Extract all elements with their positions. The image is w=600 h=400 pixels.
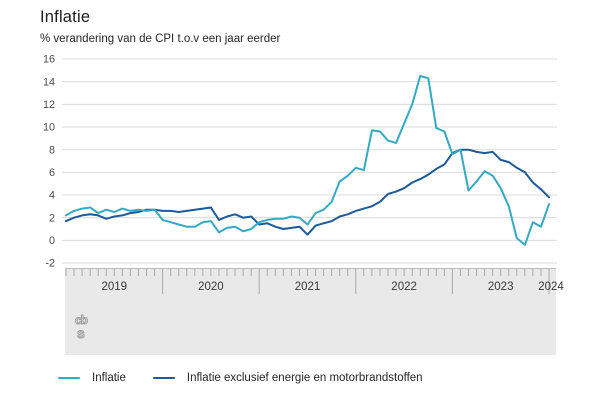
y-axis-label: 2 xyxy=(49,212,55,224)
y-axis-label: 12 xyxy=(43,99,55,111)
legend-item-core-inflation[interactable]: Inflatie exclusief energie en motorbrand… xyxy=(152,372,423,384)
series-line-inflatie xyxy=(65,75,550,246)
y-axis-label: -2 xyxy=(45,258,55,270)
chart-legend: Inflatie Inflatie exclusief energie en m… xyxy=(58,372,423,384)
x-axis-year-label: 2020 xyxy=(198,281,224,293)
series-line-core-inflation xyxy=(65,148,550,236)
cbs-logo: cb s xyxy=(75,313,90,342)
legend-swatch-core-inflation xyxy=(152,376,175,380)
time-range-slider[interactable] xyxy=(65,268,556,296)
page-subtitle: % verandering van de CPI t.o.v een jaar … xyxy=(40,33,281,45)
y-axis-label: 6 xyxy=(49,167,55,179)
y-axis-label: 10 xyxy=(43,122,55,134)
page-title: Inflatie xyxy=(40,8,91,26)
x-axis-year-label: 2021 xyxy=(295,281,321,293)
legend-swatch-inflatie xyxy=(58,376,80,380)
legend-label-core-inflation: Inflatie exclusief energie en motorbrand… xyxy=(186,372,423,384)
chart-footer-panel xyxy=(65,268,556,355)
x-axis-year-label: 2023 xyxy=(488,281,514,293)
x-axis-year-label: 2019 xyxy=(102,281,128,293)
legend-item-inflatie[interactable]: Inflatie xyxy=(58,372,126,384)
y-axis-label: 16 xyxy=(43,54,55,66)
y-axis-label: 4 xyxy=(49,190,55,202)
y-axis-label: 14 xyxy=(43,76,55,88)
legend-label-inflatie: Inflatie xyxy=(92,372,126,384)
x-axis-year-label: 2022 xyxy=(391,281,417,293)
y-axis-label: 8 xyxy=(49,144,55,156)
svg-text:cb: cb xyxy=(75,313,88,327)
svg-text:s: s xyxy=(77,325,85,341)
y-axis-label: 0 xyxy=(49,235,55,247)
